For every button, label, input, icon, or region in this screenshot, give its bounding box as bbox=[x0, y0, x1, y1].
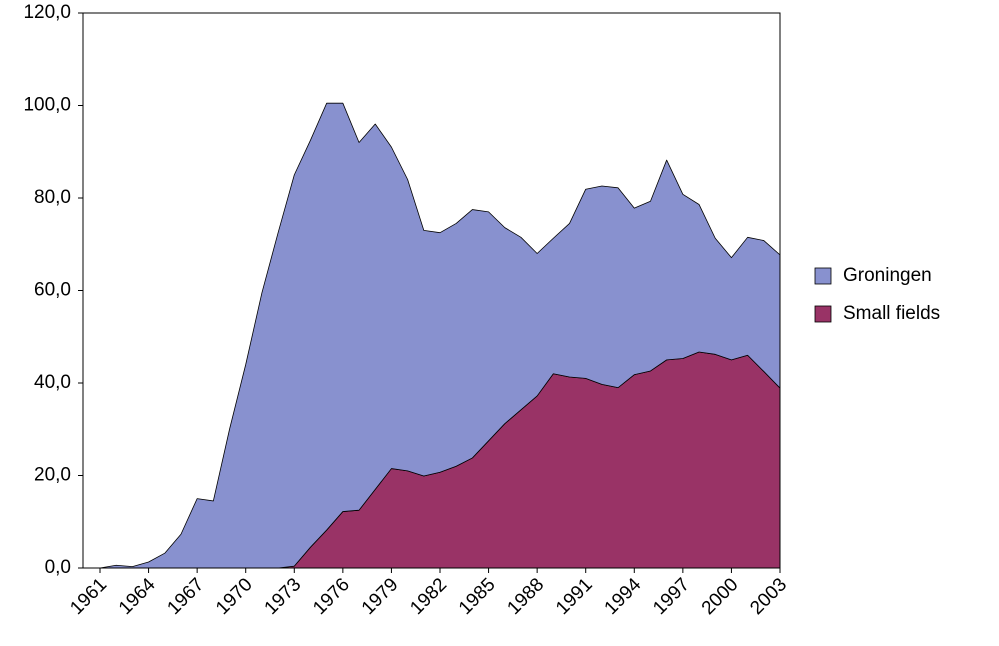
y-tick-label: 80,0 bbox=[34, 187, 71, 208]
x-tick-label: 1967 bbox=[163, 574, 208, 619]
legend-label: Groningen bbox=[843, 265, 932, 286]
x-tick-label: 1982 bbox=[406, 574, 451, 619]
y-tick-label: 100,0 bbox=[23, 95, 71, 116]
x-tick-label: 1985 bbox=[455, 574, 500, 619]
x-tick-label: 1970 bbox=[212, 574, 257, 619]
x-tick-label: 1997 bbox=[649, 574, 694, 619]
x-tick-label: 1991 bbox=[552, 574, 597, 619]
x-tick-label: 1964 bbox=[115, 574, 160, 619]
x-tick-label: 1988 bbox=[503, 574, 548, 619]
y-tick-label: 120,0 bbox=[23, 2, 71, 23]
y-tick-label: 40,0 bbox=[34, 372, 71, 393]
y-tick-label: 60,0 bbox=[34, 280, 71, 301]
x-tick-label: 1976 bbox=[309, 574, 354, 619]
legend-swatch bbox=[814, 305, 832, 323]
x-tick-label: 2003 bbox=[746, 574, 791, 619]
x-tick-label: 1979 bbox=[358, 574, 403, 619]
x-tick-label: 2000 bbox=[698, 574, 743, 619]
legend-label: Small fields bbox=[843, 303, 940, 324]
x-tick-label: 1961 bbox=[66, 574, 111, 619]
legend-swatch bbox=[814, 267, 832, 285]
y-tick-label: 20,0 bbox=[34, 465, 71, 486]
y-tick-label: 0,0 bbox=[45, 557, 71, 578]
x-tick-label: 1973 bbox=[261, 574, 306, 619]
x-tick-label: 1994 bbox=[601, 574, 646, 619]
